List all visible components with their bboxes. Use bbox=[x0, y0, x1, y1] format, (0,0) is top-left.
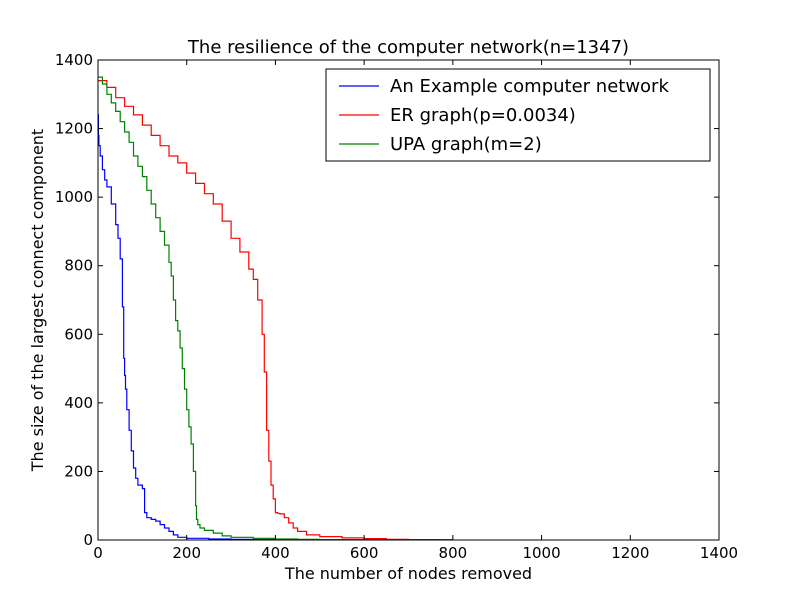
y-tick-label: 1000 bbox=[55, 188, 93, 206]
y-tick-label: 1200 bbox=[55, 120, 93, 138]
chart-title: The resilience of the computer network(n… bbox=[187, 37, 629, 58]
x-tick-label: 800 bbox=[439, 544, 468, 562]
x-tick-label: 1000 bbox=[522, 544, 560, 562]
y-tick-label: 0 bbox=[83, 531, 93, 549]
x-tick-label: 0 bbox=[93, 544, 103, 562]
x-tick-label: 400 bbox=[261, 544, 290, 562]
y-tick-label: 600 bbox=[64, 325, 93, 343]
legend: An Example computer network ER graph(p=0.… bbox=[325, 68, 711, 162]
legend-box bbox=[325, 68, 711, 162]
x-axis-label: The number of nodes removed bbox=[284, 564, 532, 583]
plot-lines bbox=[97, 76, 453, 541]
y-axis-label: The size of the largest connect componen… bbox=[28, 129, 47, 472]
plot-frame bbox=[97, 59, 720, 541]
x-tick-label: 1400 bbox=[700, 544, 738, 562]
series-line-2 bbox=[98, 79, 444, 541]
series-line-3 bbox=[98, 76, 321, 540]
y-tick-label: 400 bbox=[64, 394, 93, 412]
legend-label-3: UPA graph(m=2) bbox=[390, 134, 542, 155]
x-tick-label: 1200 bbox=[611, 544, 649, 562]
legend-label-1: An Example computer network bbox=[390, 76, 669, 97]
y-tick-label: 200 bbox=[64, 462, 93, 480]
x-tick-label: 600 bbox=[350, 544, 379, 562]
legend-label-2: ER graph(p=0.0034) bbox=[390, 105, 576, 126]
y-tick-label: 800 bbox=[64, 257, 93, 275]
x-axis-ticks: 0 200 400 600 800 1000 1200 1400 bbox=[93, 60, 738, 562]
y-tick-label: 1400 bbox=[55, 51, 93, 69]
series-line-1 bbox=[97, 114, 453, 541]
y-axis-ticks: 0 200 400 600 800 1000 1200 1400 bbox=[55, 51, 719, 549]
x-tick-label: 200 bbox=[172, 544, 201, 562]
